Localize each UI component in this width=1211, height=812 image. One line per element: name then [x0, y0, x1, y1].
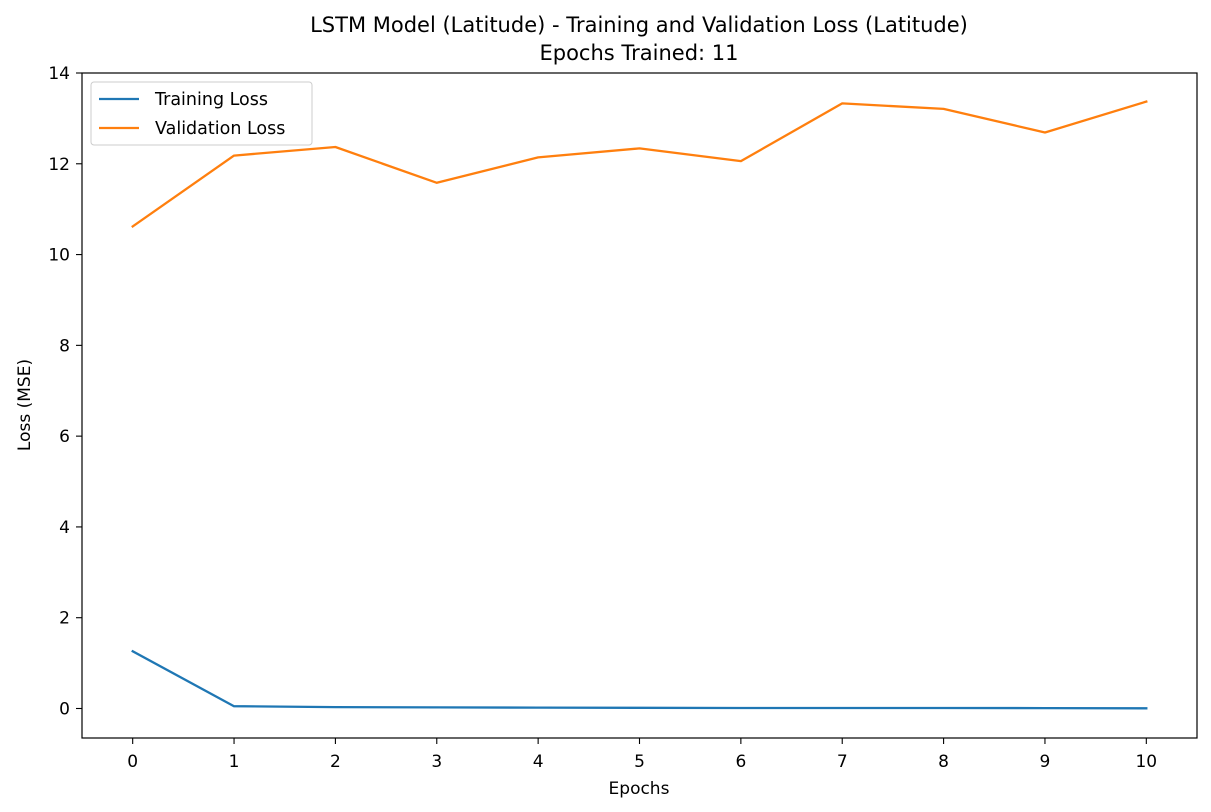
y-tick-label: 4 — [59, 518, 70, 538]
legend: Training Loss Validation Loss — [90, 81, 313, 146]
x-tick-label: 5 — [634, 752, 645, 772]
y-tick-label: 14 — [48, 64, 70, 84]
x-tick-label: 4 — [533, 752, 544, 772]
series-line-validation-loss — [131, 100, 1148, 229]
y-tick-label: 0 — [59, 699, 70, 719]
x-tick-label: 2 — [330, 752, 341, 772]
y-tick-label: 8 — [59, 336, 70, 356]
series-line-training-loss — [131, 649, 1148, 710]
x-tick-label: 1 — [229, 752, 240, 772]
y-tick-label: 12 — [48, 155, 70, 175]
x-tick-label: 7 — [837, 752, 848, 772]
y-axis-label: Loss (MSE) — [15, 359, 35, 451]
x-tick-label: 3 — [431, 752, 442, 772]
y-tick-label: 6 — [59, 427, 70, 447]
legend-box — [90, 81, 313, 146]
plot-frame — [81, 72, 1198, 739]
x-axis-label: Epochs — [609, 779, 670, 799]
x-tick-label: 10 — [1135, 752, 1157, 772]
x-tick-label: 0 — [127, 752, 138, 772]
x-axis-ticks: 0 1 2 3 4 5 6 7 8 9 10 — [127, 738, 1157, 772]
x-tick-label: 6 — [735, 752, 746, 772]
x-tick-label: 9 — [1040, 752, 1051, 772]
legend-label-validation-loss: Validation Loss — [155, 119, 285, 139]
y-tick-label: 2 — [59, 609, 70, 629]
x-tick-label: 8 — [938, 752, 949, 772]
plot-area — [131, 100, 1148, 710]
chart-title: LSTM Model (Latitude) - Training and Val… — [310, 13, 968, 37]
y-axis-ticks: 0 2 4 6 8 10 12 14 — [48, 64, 82, 719]
chart-subtitle: Epochs Trained: 11 — [539, 41, 738, 65]
y-tick-label: 10 — [48, 246, 70, 266]
legend-label-training-loss: Training Loss — [154, 90, 268, 110]
